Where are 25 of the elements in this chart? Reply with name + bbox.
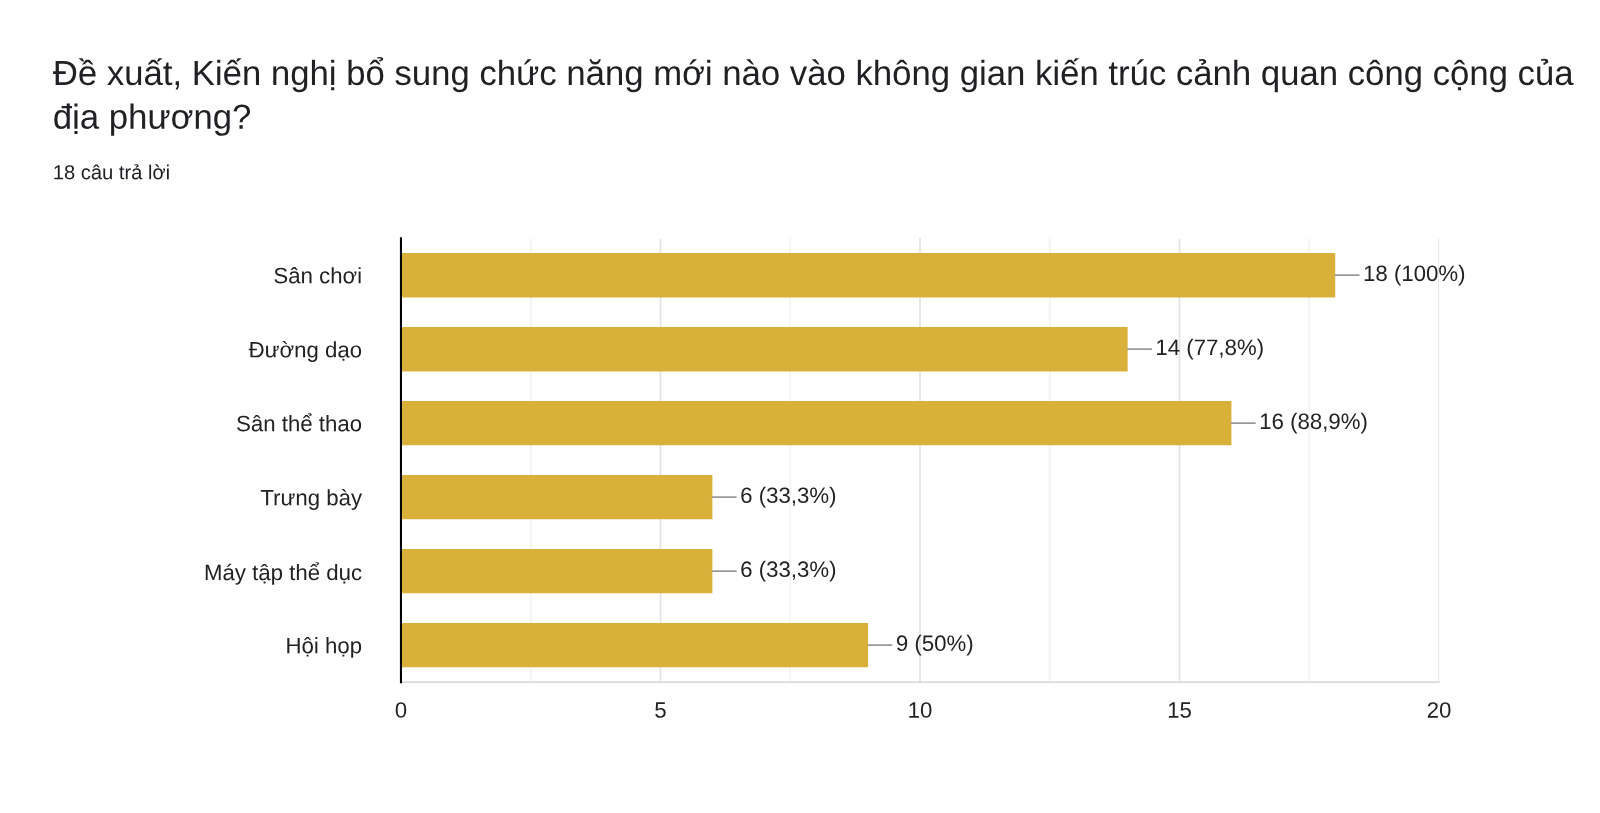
data-label: 9 (50%) [896,634,973,656]
data-label: 18 (100%) [1364,264,1465,286]
y-tick-label: Sân chơi [274,267,361,284]
data-label: 14 (77,8%) [1157,338,1263,360]
y-tick-label: Hội họp [287,637,362,658]
x-tick-label: 5 [655,702,666,718]
y-tick-label: Sân thể thao [237,413,362,432]
chart-title: Đề xuất, Kiến nghị bổ sung chức năng mới nào vào không gian kiến trúc cảnh quan công cộng của địa phương? [53,56,1574,136]
bar [400,253,1336,298]
bar [400,474,713,520]
bar [400,326,1128,372]
y-tick-label: Máy tập thể dục [205,562,362,585]
y-tick-label: Đường dạo [248,341,362,362]
x-tick-label: 0 [395,702,407,718]
bar [400,548,713,594]
text: 18 câu trả lời [54,164,169,180]
x-tick-label: 15 [1168,702,1191,718]
data-label: 6 (33,3%) [741,486,836,508]
x-tick-label: 10 [909,702,932,718]
y-tick-label: Trưng bày [260,488,363,510]
bar [400,622,869,668]
data-label: 6 (33,3%) [741,560,836,582]
x-tick-label: 20 [1427,702,1451,718]
bar [400,400,1232,446]
data-label: 16 (88,9%) [1260,412,1367,434]
